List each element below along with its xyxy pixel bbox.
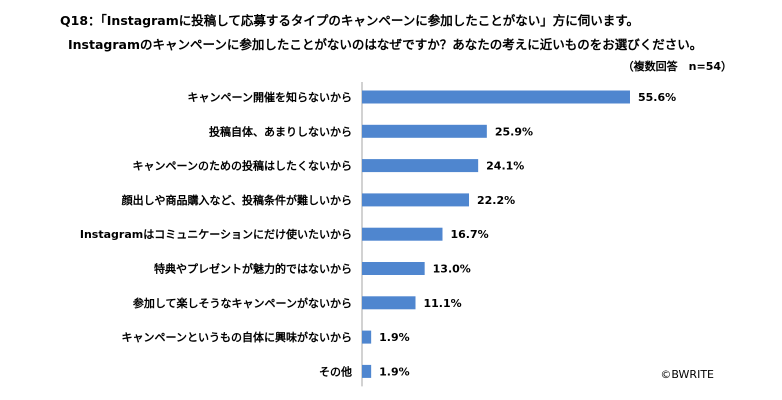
bar bbox=[362, 124, 487, 138]
category-label: キャンペーンというもの自体に興味がないから bbox=[122, 330, 352, 344]
category-label: その他 bbox=[319, 364, 352, 378]
category-label: キャンペーンのための投稿はしたくないから bbox=[133, 159, 352, 173]
value-label: 11.1% bbox=[424, 297, 462, 310]
bars-layer: キャンペーン開催を知らないから 55.6% 投稿自体、あまりしないから 25.9% キャ… bbox=[80, 82, 676, 387]
category-label: 投稿自体、あまりしないから bbox=[209, 124, 352, 138]
value-label: 1.9% bbox=[379, 365, 410, 378]
value-label: 1.9% bbox=[379, 331, 410, 344]
value-label: 22.2% bbox=[477, 194, 515, 207]
category-label: キャンペーン開催を知らないから bbox=[188, 90, 352, 104]
value-label: 24.1% bbox=[486, 160, 524, 173]
category-label: 顔出しや商品購入など、投稿条件が難しいから bbox=[121, 193, 352, 207]
bar bbox=[362, 330, 372, 344]
category-label: 特典やプレゼントが魅力的ではないから bbox=[154, 262, 352, 276]
subquestion-title: Instagramのキャンペーンに参加したことがないのはなぜですか？あなたの考え… bbox=[68, 37, 703, 52]
value-label: 55.6% bbox=[638, 91, 676, 104]
bar bbox=[362, 193, 470, 207]
bar bbox=[362, 159, 479, 173]
question-title: Q18：「Instagramに投稿して応募するタイプのキャンペーンに参加したこと… bbox=[60, 13, 639, 28]
value-label: 13.0% bbox=[433, 263, 471, 276]
sample-note: （複数回答 n=54） bbox=[622, 60, 732, 73]
copyright-credit: ©BWRITE bbox=[660, 368, 714, 381]
bar bbox=[362, 90, 630, 104]
bar bbox=[362, 227, 443, 241]
category-label: 参加して楽しそうなキャンペーンがないから bbox=[133, 296, 352, 310]
value-label: 16.7% bbox=[450, 228, 488, 241]
bar bbox=[362, 296, 416, 310]
category-label: Instagramはコミュニケーションにだけ使いたいから bbox=[80, 227, 352, 241]
bar bbox=[362, 262, 425, 275]
value-label: 25.9% bbox=[495, 125, 533, 138]
bar bbox=[362, 364, 372, 378]
